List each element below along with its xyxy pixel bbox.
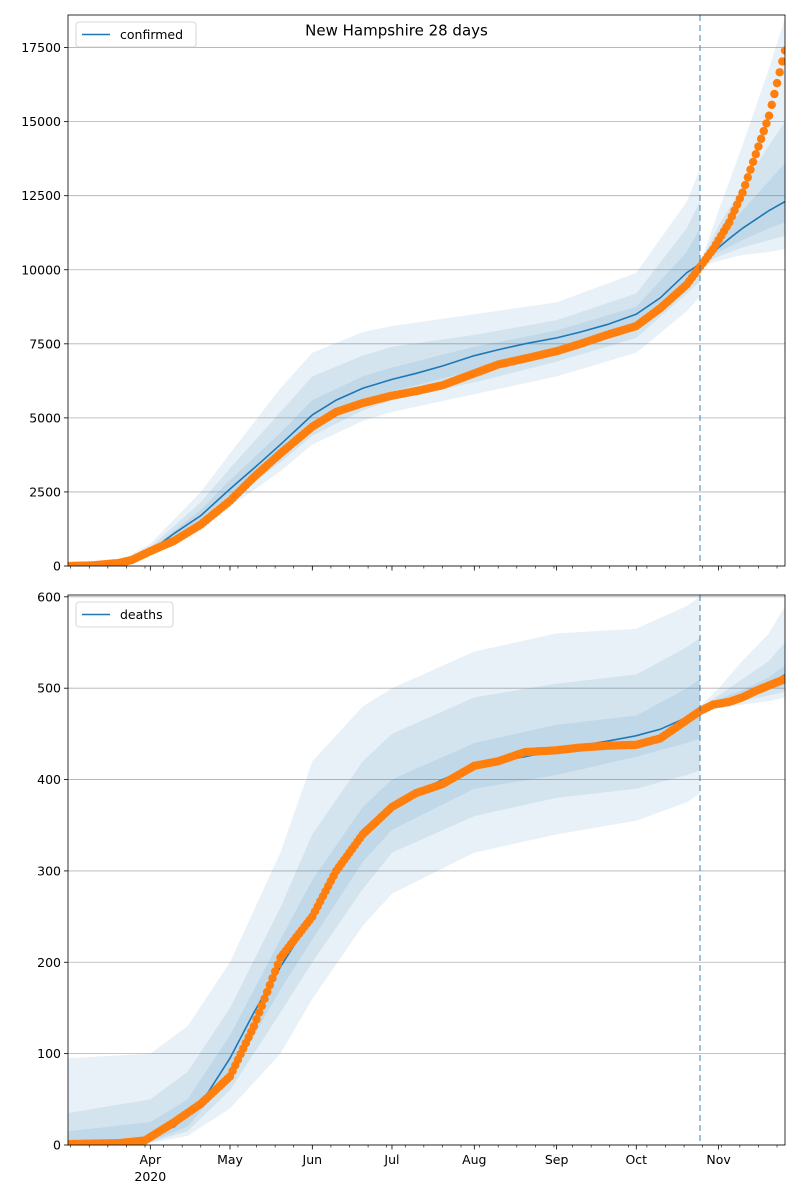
observed-point [268,974,277,983]
axes-frame [67,594,786,1146]
observed-point [764,111,774,120]
chart-title: New Hampshire 28 days [305,22,488,40]
plot-area [68,17,785,566]
observed-point [252,1015,261,1024]
y-tick-label: 12500 [21,188,61,203]
observed-point [740,180,750,190]
legend: deaths [75,601,174,628]
observed-point [265,980,275,990]
x-tick-label: Sep [545,1152,569,1167]
observed-point [255,1008,264,1017]
observed-point [738,188,747,197]
x-tick-label: Oct [625,1152,647,1167]
axes-frame [67,14,786,567]
y-tick-label: 5000 [29,410,61,425]
y-tick-label: 0 [53,1138,61,1153]
y-tick-label: 0 [53,559,61,574]
observed-point [759,126,768,136]
uncertainty-band [68,637,701,1145]
legend-label: confirmed [120,27,183,42]
observed-point [775,68,784,77]
y-tick-label: 300 [37,863,61,878]
y-tick-label: 500 [37,681,61,696]
observed-point [767,100,776,110]
observed-point [746,165,755,174]
y-tick-label: 600 [37,589,61,604]
confirmed-panel: 0 2500 5000 7500 10000 12500 15000 17500 New Ham… [21,14,786,574]
uncertainty-band [68,201,701,566]
legend: confirmed [75,21,197,48]
y-tick-label: 17500 [21,40,61,55]
y-tick-label: 15000 [21,114,61,129]
uncertainty-band [700,642,785,711]
y-tick-label: 200 [37,955,61,970]
legend-label: deaths [120,607,163,622]
uncertainty-band [700,665,785,710]
x-tick-label: Jun [302,1152,323,1167]
observed-point [780,674,785,684]
observed-point [772,78,782,88]
y-tick-label: 2500 [29,484,61,499]
observed-point [260,994,269,1004]
uncertainty-band [68,596,701,1145]
observed-point [756,134,766,144]
uncertainty-band [700,17,785,267]
y-tick-label: 10000 [21,262,61,277]
deaths-panel: 0 100 200 300 400 500 600 Apr May Jun Jul Aug Sep Oct… [37,589,786,1184]
y-tick-label: 100 [37,1046,61,1061]
y-tick-label: 7500 [29,336,61,351]
observed-point [748,157,758,167]
observed-point [249,1022,259,1031]
observed-point [262,987,272,997]
observed-point [273,960,282,969]
x-tick-label: Jul [383,1152,399,1167]
observed-point [780,46,785,55]
plot-area [68,596,785,1145]
legend-box [75,601,174,628]
y-tick-label: 400 [37,772,61,787]
observed-point [770,89,779,99]
uncertainty-band [68,169,701,566]
observed-point [751,150,760,159]
observed-point [778,57,785,66]
x-tick-label: Aug [462,1152,486,1167]
legend-box [75,21,197,48]
x-tick-label: Nov [706,1152,731,1167]
uncertainty-band [68,679,701,1145]
observed-point [743,173,753,182]
x-tick-label: May [217,1152,243,1167]
observed-point [754,142,763,151]
x-year-label: 2020 [134,1169,166,1184]
observed-point [270,967,280,976]
x-tick-label: Apr [140,1152,162,1167]
observed-point [762,119,771,128]
observed-point [257,1001,267,1010]
